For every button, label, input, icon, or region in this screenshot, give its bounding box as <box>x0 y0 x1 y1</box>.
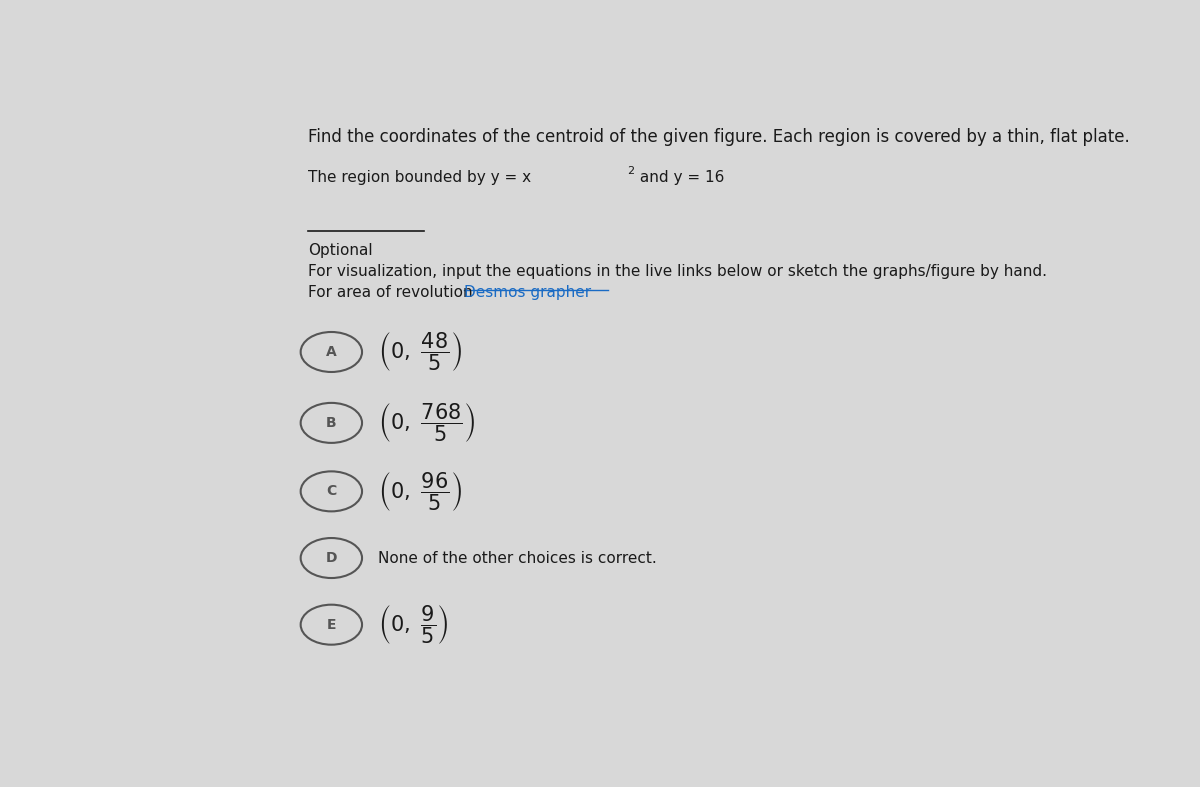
Text: 2: 2 <box>628 166 635 176</box>
Text: Desmos grapher: Desmos grapher <box>464 286 592 301</box>
Text: C: C <box>326 484 336 498</box>
Text: $\left(0,\ \dfrac{9}{5}\right)$: $\left(0,\ \dfrac{9}{5}\right)$ <box>378 603 449 646</box>
Text: $\left(0,\ \dfrac{768}{5}\right)$: $\left(0,\ \dfrac{768}{5}\right)$ <box>378 401 475 445</box>
Text: D: D <box>325 551 337 565</box>
Text: $\left(0,\ \dfrac{48}{5}\right)$: $\left(0,\ \dfrac{48}{5}\right)$ <box>378 331 462 374</box>
Text: For area of revolution: For area of revolution <box>308 286 478 301</box>
Text: Optional: Optional <box>308 243 373 258</box>
Text: A: A <box>326 345 337 359</box>
Text: B: B <box>326 416 337 430</box>
Text: For visualization, input the equations in the live links below or sketch the gra: For visualization, input the equations i… <box>308 264 1048 279</box>
Text: $\left(0,\ \dfrac{96}{5}\right)$: $\left(0,\ \dfrac{96}{5}\right)$ <box>378 470 462 513</box>
Text: and y = 16: and y = 16 <box>636 170 725 185</box>
Text: E: E <box>326 618 336 632</box>
Text: Find the coordinates of the centroid of the given figure. Each region is covered: Find the coordinates of the centroid of … <box>308 127 1130 146</box>
Text: The region bounded by y = x: The region bounded by y = x <box>308 170 532 185</box>
Text: None of the other choices is correct.: None of the other choices is correct. <box>378 551 656 566</box>
